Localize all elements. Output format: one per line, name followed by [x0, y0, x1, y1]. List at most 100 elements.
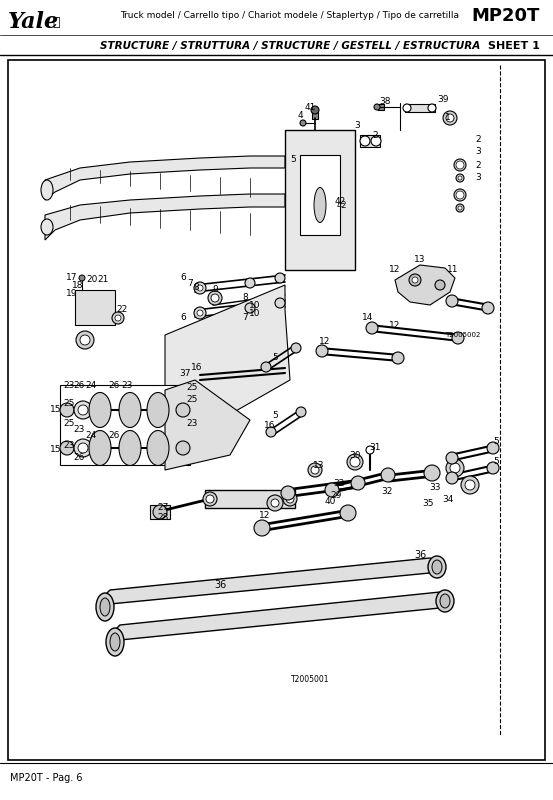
Circle shape [296, 407, 306, 417]
Text: 33: 33 [429, 483, 441, 493]
Text: MP20T - Pag. 6: MP20T - Pag. 6 [10, 773, 82, 783]
Circle shape [487, 442, 499, 454]
Text: 23: 23 [63, 441, 75, 450]
Circle shape [454, 189, 466, 201]
Circle shape [412, 277, 418, 283]
Text: 42: 42 [337, 201, 347, 210]
Circle shape [78, 443, 88, 453]
Ellipse shape [147, 393, 169, 427]
Circle shape [245, 303, 255, 313]
Ellipse shape [89, 393, 111, 427]
Text: 29: 29 [330, 490, 342, 499]
Text: 23: 23 [186, 418, 197, 427]
Text: 21: 21 [97, 275, 109, 285]
Circle shape [194, 307, 206, 319]
Text: 10: 10 [249, 301, 261, 310]
Circle shape [350, 457, 360, 467]
Circle shape [291, 343, 301, 353]
Text: 24: 24 [85, 431, 97, 441]
Text: 15: 15 [50, 406, 62, 414]
Text: Truck model / Carrello tipo / Chariot modele / Staplertyp / Tipo de carretilla: Truck model / Carrello tipo / Chariot mo… [121, 11, 460, 21]
Ellipse shape [110, 633, 120, 651]
Polygon shape [165, 285, 290, 420]
Text: T2005002: T2005002 [445, 332, 480, 338]
Circle shape [446, 459, 464, 477]
Circle shape [443, 111, 457, 125]
Circle shape [80, 335, 90, 345]
Text: 16: 16 [191, 362, 203, 371]
Bar [405, 104, 435, 112]
Text: MP20T: MP20T [472, 7, 540, 25]
Text: 23: 23 [121, 381, 133, 390]
Circle shape [446, 295, 458, 307]
Text: 3: 3 [354, 121, 360, 130]
Text: 12: 12 [389, 321, 401, 330]
Text: 5: 5 [290, 155, 296, 165]
Circle shape [403, 104, 411, 112]
Circle shape [74, 439, 92, 457]
Circle shape [266, 427, 276, 437]
Circle shape [78, 405, 88, 415]
Text: 5: 5 [272, 354, 278, 362]
Text: 5: 5 [272, 410, 278, 419]
Text: 24: 24 [85, 381, 97, 390]
Circle shape [351, 476, 365, 490]
Circle shape [76, 331, 94, 349]
Text: 1: 1 [445, 114, 451, 122]
Text: 6: 6 [180, 314, 186, 322]
Text: 25: 25 [63, 418, 75, 427]
Text: 26: 26 [74, 381, 85, 390]
Text: Yale: Yale [8, 11, 59, 33]
Circle shape [458, 206, 462, 210]
Ellipse shape [436, 590, 454, 612]
Circle shape [409, 274, 421, 286]
Circle shape [60, 441, 74, 455]
Text: 30: 30 [349, 450, 361, 459]
Text: 9: 9 [212, 286, 218, 294]
Circle shape [461, 476, 479, 494]
FancyBboxPatch shape [8, 60, 545, 760]
Text: 5: 5 [493, 438, 499, 446]
Text: 8: 8 [242, 294, 248, 302]
Text: 8: 8 [193, 283, 199, 293]
Text: 25: 25 [186, 383, 197, 393]
Text: 13: 13 [414, 255, 426, 265]
Ellipse shape [147, 430, 169, 466]
Circle shape [197, 285, 203, 291]
Circle shape [316, 345, 328, 357]
Text: 14: 14 [362, 314, 374, 322]
Text: 3: 3 [475, 147, 481, 157]
Circle shape [281, 486, 295, 500]
Text: 26: 26 [108, 381, 119, 390]
Text: 23: 23 [63, 381, 75, 390]
Text: 36: 36 [214, 580, 226, 590]
Circle shape [115, 315, 121, 321]
Ellipse shape [119, 393, 141, 427]
Circle shape [446, 114, 454, 122]
Text: 25: 25 [63, 398, 75, 407]
Circle shape [60, 403, 74, 417]
Bar [75, 290, 115, 325]
Circle shape [197, 310, 203, 316]
Text: 12: 12 [389, 266, 401, 274]
Circle shape [446, 452, 458, 464]
Text: 37: 37 [179, 369, 191, 378]
Circle shape [283, 492, 297, 506]
Circle shape [261, 362, 271, 372]
Text: 18: 18 [72, 282, 84, 290]
Text: 4: 4 [297, 111, 303, 121]
Bar [60, 385, 190, 465]
Text: 32: 32 [333, 479, 345, 489]
Circle shape [458, 176, 462, 180]
Text: 38: 38 [379, 98, 391, 106]
Circle shape [254, 520, 270, 536]
Text: 13: 13 [313, 461, 325, 470]
Bar [360, 135, 380, 147]
Text: 27: 27 [157, 502, 169, 511]
Text: 2: 2 [475, 161, 481, 170]
Circle shape [211, 294, 219, 302]
Circle shape [456, 204, 464, 212]
Text: 12: 12 [319, 338, 331, 346]
Text: 35: 35 [422, 498, 434, 507]
Circle shape [435, 280, 445, 290]
